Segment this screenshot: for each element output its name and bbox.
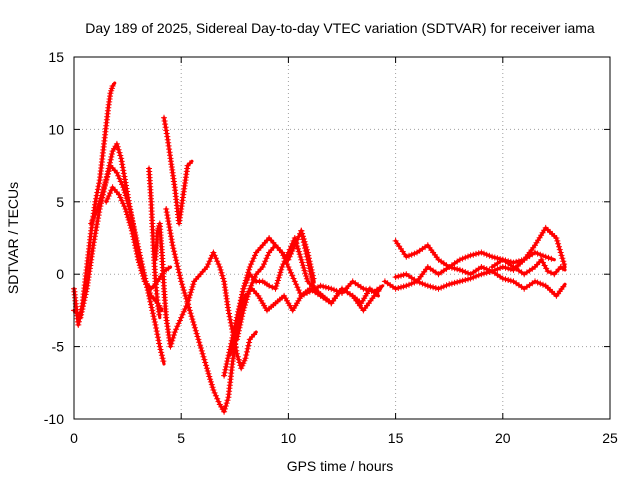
x-axis-label: GPS time / hours bbox=[287, 458, 394, 474]
data-point-markers bbox=[161, 114, 193, 227]
y-tick-label: -5 bbox=[52, 339, 65, 355]
x-tick-label: 15 bbox=[388, 430, 404, 446]
data-point-markers bbox=[152, 220, 258, 372]
x-tick-label: 10 bbox=[281, 430, 297, 446]
axes: 0 5 10 15 20 25 -10 -5 0 5 10 15 bbox=[44, 49, 618, 446]
data-point-markers bbox=[298, 227, 380, 307]
data-point-markers bbox=[489, 256, 566, 278]
y-tick-label: 5 bbox=[56, 194, 64, 210]
series-14 bbox=[381, 224, 568, 292]
series-12 bbox=[298, 227, 380, 307]
x-tick-label: 5 bbox=[177, 430, 185, 446]
data-point-markers bbox=[381, 224, 568, 292]
series-3 bbox=[88, 162, 167, 366]
plot-frame bbox=[73, 56, 611, 420]
x-tick-label: 25 bbox=[602, 430, 618, 446]
data-point-markers bbox=[392, 237, 555, 270]
y-tick-label: -10 bbox=[44, 411, 64, 427]
y-tick-label: 10 bbox=[48, 121, 64, 137]
y-tick-label: 0 bbox=[56, 266, 64, 282]
series-6 bbox=[152, 220, 258, 372]
data-point-markers bbox=[163, 206, 382, 415]
x-tick-label: 0 bbox=[70, 430, 78, 446]
series-13 bbox=[392, 237, 556, 270]
chart-title: Day 189 of 2025, Sidereal Day-to-day VTE… bbox=[85, 20, 595, 36]
plot-area bbox=[71, 81, 568, 415]
series-4 bbox=[103, 184, 173, 292]
series-16 bbox=[489, 256, 567, 278]
data-point-markers bbox=[392, 264, 567, 299]
series-8 bbox=[163, 206, 383, 415]
y-axis-label: SDTVAR / TECUs bbox=[5, 182, 21, 294]
series-7 bbox=[161, 114, 194, 227]
series-line bbox=[164, 207, 383, 414]
series-1 bbox=[71, 81, 117, 328]
x-tick-label: 20 bbox=[495, 430, 511, 446]
y-tick-label: 15 bbox=[48, 49, 64, 65]
series-15 bbox=[392, 264, 567, 299]
data-point-markers bbox=[103, 184, 172, 292]
